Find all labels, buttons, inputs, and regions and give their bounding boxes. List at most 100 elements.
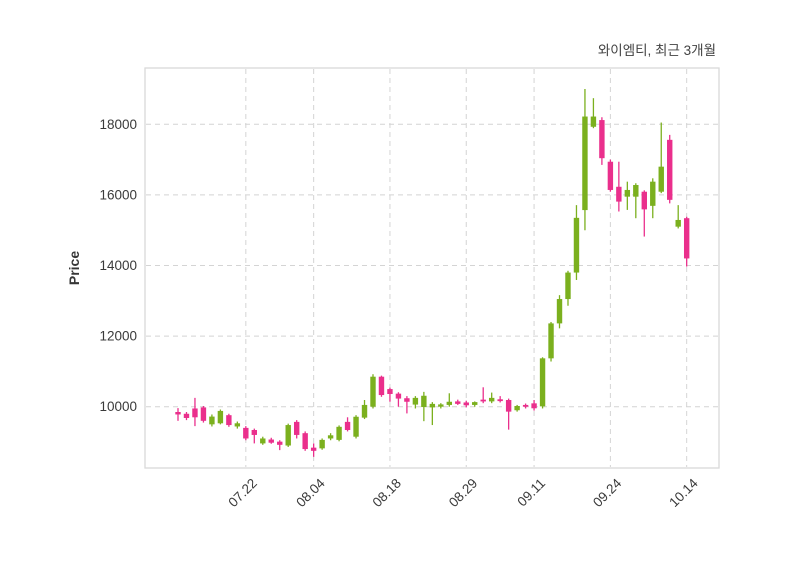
candle-down [243,426,249,441]
candle-up [361,399,368,420]
candle-down [480,387,486,404]
y-tick-label: 18000 [99,117,137,132]
candle-up [370,374,376,409]
candle-up [421,391,427,422]
candle-body [344,421,351,430]
candle-down [531,399,537,411]
candle-up [633,183,639,219]
candle-up [429,402,436,426]
candle-body [200,407,207,421]
candle-body [616,186,622,202]
candle-body [217,410,224,424]
candle-up [514,404,520,412]
candle-up [234,421,241,429]
candle-body [353,416,359,437]
candle-up [582,89,588,231]
candle-body [582,116,588,211]
candle-up [327,433,334,441]
candle-down [607,159,614,192]
candle-down [192,397,198,427]
candle-up [260,436,266,445]
candle-up [472,401,478,407]
candle-down [387,387,393,402]
candle-up [209,414,215,427]
candle-body [183,413,190,418]
candle-body [277,441,283,445]
candle-body [667,139,673,200]
candle-body [607,161,614,190]
candle-body [446,401,452,405]
candle-down [455,399,461,405]
candle-body [319,439,325,449]
candle-body [421,395,427,408]
candle-up [319,438,325,450]
y-tick-label: 14000 [99,258,137,273]
candle-body [243,427,249,439]
candle-up [285,423,291,447]
candle-up [650,178,656,219]
candle-body [548,323,554,359]
x-tick-label: 09.24 [590,475,625,510]
candle-body [488,397,495,402]
candle-down [302,431,308,451]
candle-down [641,190,647,237]
candle-up [573,205,580,280]
candle-body [268,439,274,443]
candle-body [683,218,690,259]
candle-body [658,166,664,192]
candle-down [497,396,503,403]
x-tick-label: 07.22 [225,476,260,511]
candle-down [251,428,258,444]
candle-body [599,120,605,159]
candle-body [480,399,486,402]
candle-up [488,392,495,404]
x-tick-label: 08.18 [370,476,405,511]
candle-down [277,440,283,451]
candle-body [234,423,241,427]
candle-body [378,376,385,396]
candle-body [531,403,537,409]
candle-body [260,438,266,444]
candle-body [310,447,317,451]
candle-body [285,425,291,446]
candle-down [395,392,402,407]
candle-body [361,404,368,418]
candle-up [590,98,597,129]
y-tick-label: 16000 [99,187,137,202]
candle-body [463,402,469,406]
candle-up [675,205,681,229]
candle-body [455,401,461,404]
candle-up [217,409,224,425]
candle-up [556,295,563,329]
candle-body [624,189,631,197]
y-tick-label: 10000 [99,399,137,414]
candle-down [226,413,232,427]
candle-down [599,117,605,165]
candle-body [226,415,232,426]
candle-body [412,397,419,405]
candle-down [463,400,469,408]
x-tick-label: 10.14 [666,475,701,510]
candle-up [446,393,452,407]
candle-up [565,270,571,306]
candle-body [650,181,656,206]
candle-down [344,417,351,432]
candle-body [395,393,402,399]
candle-body [565,272,571,300]
candle-down [293,420,300,439]
candle-body [514,405,520,411]
candle-body [497,399,503,402]
candle-up [539,357,546,409]
candle-down [505,398,512,430]
candle-down [378,375,385,397]
y-axis-tick-labels: 10000 12000 14000 16000 18000 [99,117,137,414]
candle-body [573,217,580,273]
chart-title: 와이엠티, 최근 3개월 [598,43,716,58]
candle-down [183,411,190,421]
candle-body [675,219,681,227]
plot-area [145,68,719,468]
candle-body [370,376,376,407]
x-tick-label: 08.29 [446,476,481,511]
